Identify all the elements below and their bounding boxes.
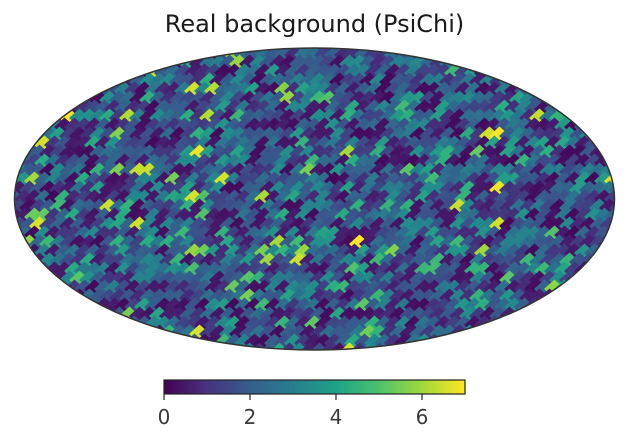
- pixel-cell: [614, 189, 615, 209]
- colorbar-tick-label: 4: [330, 405, 343, 429]
- colorbar-tick-label: 2: [244, 405, 257, 429]
- map-boundary: [13, 47, 616, 351]
- colorbar: [163, 379, 466, 395]
- sky-map-cells: [14, 48, 615, 350]
- chart-title: Real background (PsiChi): [164, 10, 465, 38]
- pixel-cell: [14, 189, 15, 209]
- colorbar-ticks: 0 2 4 6: [158, 394, 429, 429]
- colorbar-tick-label: 0: [158, 405, 171, 429]
- colorbar-tick-label: 6: [416, 405, 429, 429]
